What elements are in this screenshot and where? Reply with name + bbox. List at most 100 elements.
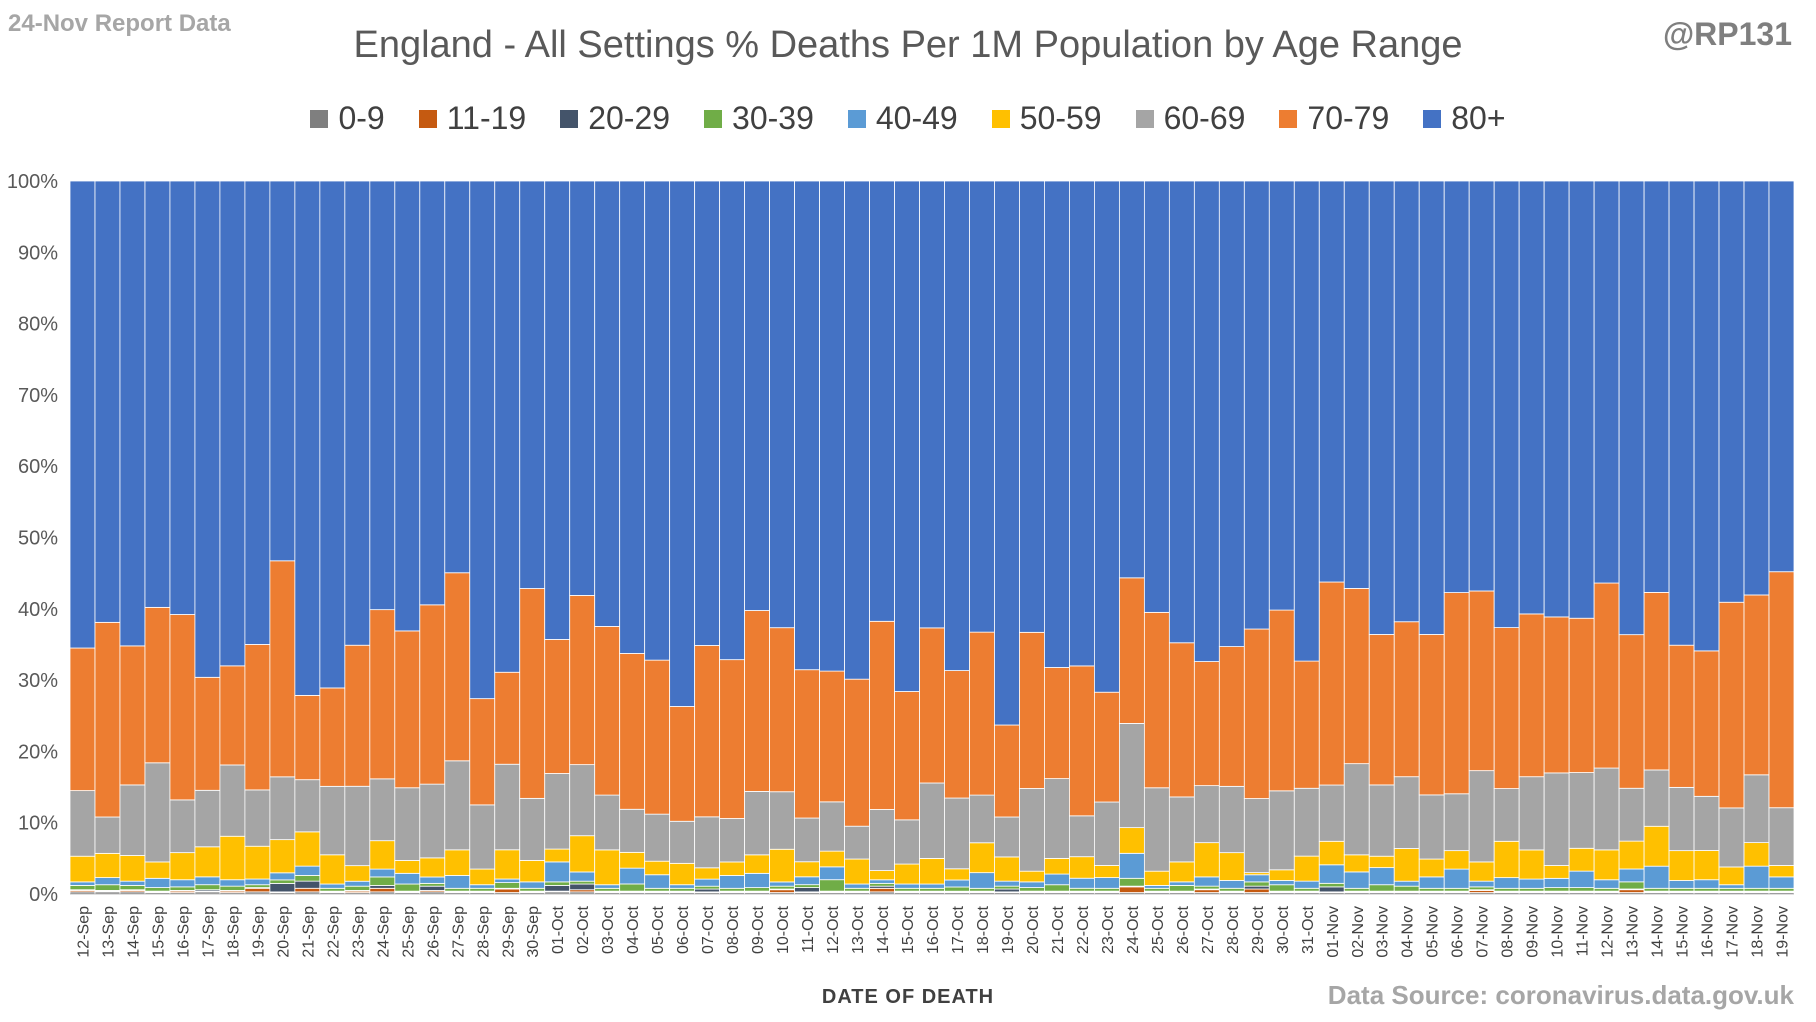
bar-segment [1118,886,1145,893]
bar-segment [1393,180,1420,623]
bar-segment [769,627,795,793]
bar-segment [1069,887,1095,892]
x-tick-label: 21-Oct [1050,905,1067,954]
bar-segment [1618,787,1645,842]
bar-segment [294,831,321,867]
bar-segment [1268,884,1295,892]
bar-segment [669,706,696,822]
bar-segment [419,180,446,606]
bar-segment [1768,887,1795,892]
bar-segment [819,801,845,852]
bar-segment [744,872,770,888]
bar-segment [594,180,621,627]
bar-segment [1668,880,1695,889]
bar-segment [1568,180,1595,619]
bar-segment [944,868,970,881]
bar-segment [1518,613,1545,778]
x-tick-label: 23-Oct [1100,905,1117,954]
legend-swatch [991,109,1010,128]
bar-segment [1193,785,1220,844]
bar-segment [94,884,121,891]
x-tick-label: 31-Oct [1300,905,1317,954]
bar-segment [594,794,621,851]
bar-segment [469,804,496,870]
bar-segment [1618,634,1645,789]
x-tick-label: 21-Sep [300,906,317,958]
bar-segment [1268,609,1295,792]
bar-segment [1743,865,1770,889]
bar-segment [819,850,845,868]
bar-segment [244,180,271,645]
bar-segment [919,887,945,892]
bar-segment [1318,581,1345,786]
legend-item: 0-9 [310,100,385,137]
bar-segment [419,885,446,891]
bar-segment [1343,763,1370,856]
bar-segment [269,872,296,881]
bar-segment [969,872,995,889]
bar-segment [1543,616,1570,774]
bar-segment [1468,590,1495,772]
bar-segment [1543,877,1570,888]
bar-segment [969,887,995,892]
bar-segment [1418,876,1445,889]
bar-segment [394,883,421,892]
bar-segment [269,883,296,893]
x-tick-label: 02-Oct [575,905,592,954]
bar-segment [694,867,721,880]
bar-segment [1718,601,1745,809]
bar-segment [169,886,196,891]
x-tick-label: 03-Nov [1375,906,1392,958]
bar-segment [619,851,646,869]
bar-segment [944,797,970,870]
bar-segment [1393,885,1420,892]
bar-segment [694,816,721,869]
bar-segment [494,849,521,880]
bar-segment [1019,180,1045,633]
bar-segment [594,626,621,796]
x-tick-label: 16-Nov [1700,906,1717,958]
x-tick-label: 18-Oct [975,905,992,954]
bar-segment [994,180,1020,726]
bar-segment [494,888,521,893]
bar-segment [344,644,371,787]
bar-segment [444,572,471,762]
bar-segment [419,783,446,859]
bar-segment [1493,840,1520,879]
bar-segment [669,884,696,889]
bar-segment [619,808,646,853]
bar-segment [794,861,820,878]
x-tick-label: 04-Oct [625,905,642,954]
bar-segment [944,879,970,888]
bar-segment [369,609,396,780]
bar-segment [794,876,820,886]
bar-segment [1293,887,1320,892]
bar-segment [1668,850,1695,881]
bar-segment [569,835,596,873]
x-tick-label: 09-Nov [1525,906,1542,958]
bar-segment [1518,180,1545,615]
bar-segment [1293,855,1320,882]
bar-segment [1518,849,1545,880]
bar-segment [1094,801,1120,866]
x-tick-label: 23-Sep [350,906,367,958]
bar-segment [1218,852,1245,881]
bar-segment [844,858,870,885]
bar-segment [194,876,221,886]
bar-segment [1368,784,1395,857]
bar-segment [1543,772,1570,866]
bar-segment [294,180,321,696]
bar-segment [1468,880,1495,888]
bar-segment [519,180,546,589]
bar-segment [1218,180,1245,647]
bar-segment [1718,180,1745,603]
bar-segment [669,862,696,886]
bar-segment [469,884,496,889]
bar-segment [944,670,970,799]
bar-segment [1568,617,1595,773]
bar-segment [169,799,196,854]
bar-segment [1044,857,1070,875]
bar-segment [1044,778,1070,859]
bar-segment [894,180,920,692]
bar-segment [1418,858,1445,878]
